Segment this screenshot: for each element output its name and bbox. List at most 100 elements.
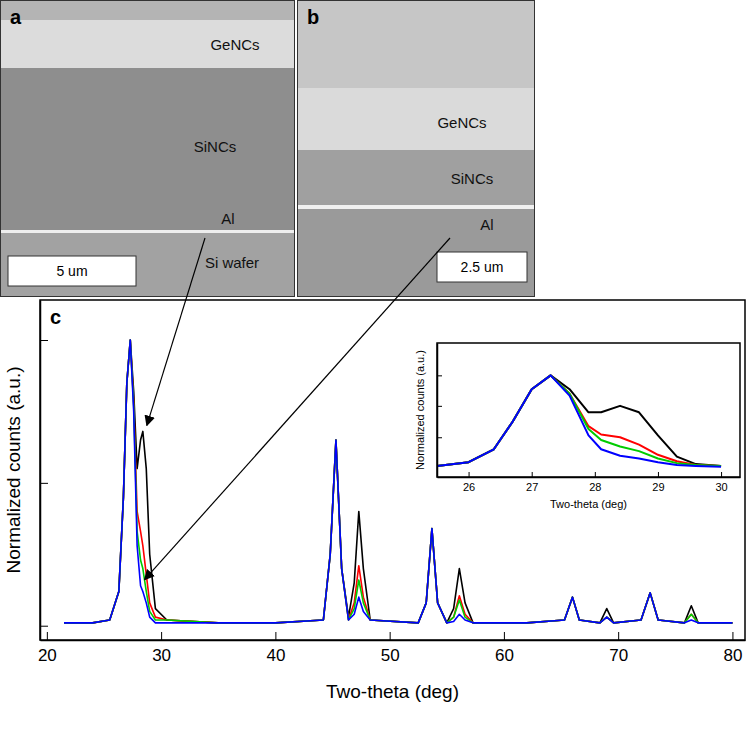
axis-line (437, 344, 439, 478)
series-line (437, 375, 721, 466)
tick-label: 80 (723, 646, 742, 665)
image-layer (0, 230, 295, 233)
plot-frame (437, 343, 740, 477)
image-layer (0, 233, 295, 297)
layer-label: GeNCs (437, 114, 486, 131)
tick-label: 30 (152, 646, 171, 665)
tick-mark (618, 632, 619, 640)
tick-label: 60 (495, 646, 514, 665)
pointer-arrow (147, 238, 205, 425)
plot-frame (40, 300, 745, 640)
tick-mark (40, 483, 48, 484)
figure: GeNCs SiNCs Al Si wafer a 5 um GeNCs SiNCs Al b 2.… (0, 0, 755, 750)
tick (40, 626, 48, 627)
scale-bar-label: 5 um (56, 263, 87, 279)
tick-mark (275, 632, 276, 640)
tick-mark (658, 472, 659, 477)
image-layer (0, 0, 295, 20)
tick: 30 (152, 632, 171, 665)
plot-lines (437, 375, 721, 466)
tick: 50 (381, 632, 400, 665)
image-layer (297, 209, 535, 297)
tick-label: 20 (38, 646, 57, 665)
tick-mark (437, 406, 442, 407)
tick: 29 (652, 472, 664, 493)
x-axis-title: Two-theta (deg) (326, 681, 459, 702)
tick: 30 (715, 472, 727, 493)
tick-mark (437, 375, 442, 376)
tick: 40 (266, 632, 285, 665)
panel-letter: a (10, 6, 22, 28)
tick (437, 406, 442, 407)
x-axis: 20 30 40 50 60 70 80 (38, 632, 746, 665)
tick: 28 (589, 472, 601, 493)
tick: 80 (723, 632, 742, 665)
tick-mark (469, 472, 470, 477)
layer-label: SiNCs (194, 138, 237, 155)
panel-letter: b (307, 6, 319, 28)
tick-label: 50 (381, 646, 400, 665)
image-layer (297, 205, 535, 209)
tick: 70 (609, 632, 628, 665)
sem-image: GeNCs SiNCs Al Si wafer a 5 um (0, 0, 295, 297)
axis-line (438, 477, 741, 479)
y-axis (437, 344, 442, 478)
tick-mark (504, 632, 505, 640)
panel-letter: c (50, 306, 61, 328)
scale-bar-box (437, 252, 527, 282)
tick (437, 375, 442, 376)
layer-label: Al (480, 216, 493, 233)
tick-mark (437, 437, 442, 438)
tick (40, 483, 48, 484)
tick-mark (161, 632, 162, 640)
tick-label: 26 (463, 481, 475, 493)
image-layer (0, 68, 295, 230)
scale-bar-label: 2.5 um (461, 259, 504, 275)
tick-mark (47, 632, 48, 640)
image-layer (297, 150, 535, 205)
layer-label: GeNCs (210, 36, 259, 53)
tick (437, 437, 442, 438)
tick-label: 27 (526, 481, 538, 493)
layer-label: Si wafer (205, 254, 259, 271)
layer-label: SiNCs (451, 170, 494, 187)
image-border (1, 1, 295, 297)
scale-bar-box (8, 256, 136, 286)
pointer-arrow (145, 238, 450, 580)
tick-mark (40, 340, 48, 341)
tick: 60 (495, 632, 514, 665)
tick-label: 30 (715, 481, 727, 493)
tick-label: 28 (589, 481, 601, 493)
tick-label: 70 (609, 646, 628, 665)
tick-mark (595, 472, 596, 477)
series-line (437, 375, 721, 466)
tick (40, 340, 48, 341)
y-axis-title: Normalized counts (a.u.) (3, 367, 24, 574)
image-layer (297, 0, 535, 88)
series-line (437, 375, 721, 466)
layer-label: Al (221, 210, 234, 227)
tick-mark (721, 472, 722, 477)
tick-mark (390, 632, 391, 640)
tick: 26 (463, 472, 475, 493)
image-border (298, 1, 535, 297)
tick: 27 (526, 472, 538, 493)
tick-label: 29 (652, 481, 664, 493)
axis-line (40, 301, 42, 641)
main-chart: 20 30 40 50 60 70 80 Two-theta (deg) Normalized … (3, 300, 746, 702)
y-axis-title: Normalized counts (a.u.) (414, 350, 426, 470)
inset-background (397, 339, 744, 517)
tick-mark (532, 472, 533, 477)
tick-label: 40 (266, 646, 285, 665)
inset-chart: 26 27 28 29 30 Two-theta (deg) Normalized coun… (397, 339, 744, 517)
image-layer (297, 88, 535, 150)
sem-image: GeNCs SiNCs Al b 2.5 um (297, 0, 535, 297)
tick-mark (732, 632, 733, 640)
x-axis-title: Two-theta (deg) (550, 498, 627, 510)
image-layer (0, 20, 295, 68)
series-line (437, 375, 721, 466)
axis-line (41, 640, 746, 642)
tick-mark (40, 626, 48, 627)
y-axis (40, 301, 48, 641)
x-axis: 26 27 28 29 30 (438, 472, 741, 493)
